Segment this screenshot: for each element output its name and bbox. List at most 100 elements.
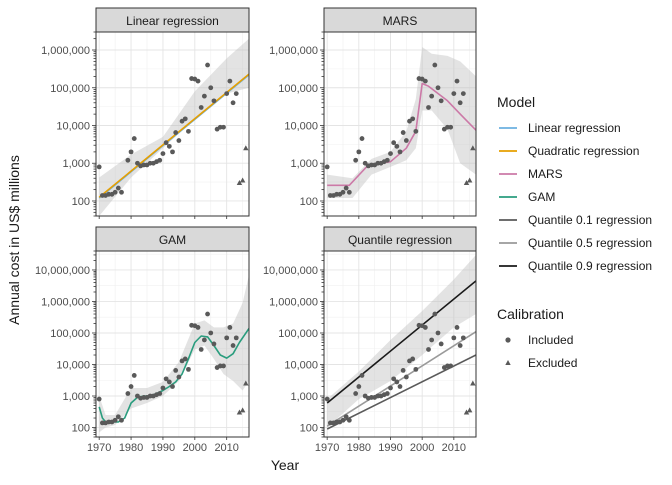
y-tick-label: 1,000 — [62, 158, 90, 170]
data-point-included — [451, 335, 457, 341]
data-point-included — [346, 189, 352, 195]
data-point-included — [173, 130, 179, 135]
legend-model-title: Model — [497, 94, 535, 110]
data-point-excluded — [466, 407, 473, 413]
facet-panel: Quantile regression 100 1,000 10,000 100,000… — [263, 226, 477, 454]
y-tick-label: 1,000,000 — [269, 296, 318, 308]
legend-key-circle — [505, 337, 511, 343]
facet-panel: Linear regression 100 1,000 10,000 100,000 1,… — [41, 7, 250, 219]
x-tick-label: 1970 — [87, 442, 111, 454]
data-point-included — [432, 62, 438, 68]
legend-label: MARS — [528, 167, 563, 181]
data-point-included — [454, 325, 460, 330]
data-point-included — [112, 189, 118, 195]
legend: Model Linear regression Quadratic regress… — [497, 94, 652, 370]
y-tick-label: 10,000 — [56, 359, 90, 371]
data-point-included — [356, 384, 362, 389]
legend-label: Excluded — [528, 356, 577, 370]
data-point-included — [343, 414, 349, 420]
data-point-included — [426, 105, 431, 110]
data-point-included — [119, 189, 124, 195]
legend-label: Quadratic regression — [528, 144, 639, 158]
data-point-included — [163, 140, 169, 146]
data-point-included — [166, 143, 172, 149]
data-point-included — [413, 366, 419, 372]
data-point-included — [233, 335, 239, 341]
plot-area — [96, 251, 249, 437]
plot-area — [96, 32, 249, 216]
data-point-included — [413, 128, 419, 134]
data-point-included — [340, 189, 346, 195]
facet-panel: GAM 100 1,000 10,000 100,000 1,000,000 10,000,… — [35, 226, 250, 454]
data-point-included — [227, 78, 233, 84]
y-tick-label: 10,000 — [56, 120, 90, 132]
data-point-included — [131, 373, 137, 378]
data-point-included — [397, 149, 403, 155]
facet-strip — [323, 226, 477, 252]
data-point-excluded — [470, 380, 476, 386]
y-tick-label: 100 — [72, 423, 90, 435]
data-point-included — [448, 124, 454, 130]
y-tick-label: 10,000,000 — [35, 265, 90, 277]
data-point-excluded — [243, 380, 249, 386]
data-point-included — [119, 417, 124, 423]
data-point-included — [451, 91, 457, 96]
facet-strip — [95, 7, 250, 33]
data-point-included — [460, 91, 466, 96]
facet-panels: Linear regression 100 1,000 10,000 100,000 1,… — [35, 7, 477, 454]
data-point-included — [115, 185, 121, 191]
y-tick-label: 100,000 — [50, 328, 90, 340]
x-tick-label: 2000 — [183, 442, 207, 454]
data-point-included — [438, 98, 444, 104]
y-tick-label: 1,000,000 — [41, 296, 90, 308]
data-point-included — [96, 164, 102, 170]
data-point-included — [400, 367, 406, 373]
panel-border — [95, 31, 250, 217]
data-point-included — [410, 116, 416, 122]
data-point-included — [208, 85, 214, 91]
data-point-included — [457, 100, 463, 106]
data-point-included — [221, 363, 226, 369]
data-point-included — [227, 325, 233, 330]
data-point-included — [135, 160, 140, 166]
data-point-included — [224, 335, 230, 341]
data-point-included — [157, 157, 163, 163]
series-line — [98, 327, 249, 423]
data-point-included — [224, 91, 230, 96]
data-point-included — [115, 414, 121, 420]
data-point-included — [353, 391, 359, 396]
data-point-included — [160, 385, 166, 391]
data-point-included — [211, 341, 217, 347]
data-point-included — [186, 366, 191, 372]
data-point-included — [438, 341, 444, 347]
data-point-included — [170, 384, 175, 389]
data-point-included — [186, 128, 191, 134]
data-point-included — [448, 363, 454, 369]
data-point-included — [397, 384, 403, 389]
data-point-included — [128, 149, 134, 155]
data-point-excluded — [243, 145, 249, 151]
data-point-included — [391, 376, 397, 382]
y-tick-label: 10,000,000 — [263, 265, 318, 277]
y-tick-label: 10,000 — [284, 359, 318, 371]
data-point-included — [131, 136, 137, 141]
series-line — [98, 73, 249, 198]
y-tick-label: 100,000 — [50, 83, 90, 95]
y-tick-label: 1,000,000 — [269, 45, 318, 57]
data-point-included — [166, 379, 172, 385]
y-tick-label: 100 — [72, 196, 90, 208]
plot-background — [96, 32, 249, 216]
data-point-included — [324, 164, 330, 170]
data-point-included — [221, 124, 226, 130]
facet-title: Quantile regression — [348, 233, 452, 247]
legend-model-items: Linear regression Quadratic regression MAR… — [499, 121, 652, 273]
data-point-included — [125, 157, 131, 163]
x-tick-label: 1970 — [315, 442, 339, 454]
y-tick-label: 100 — [300, 423, 318, 435]
data-point-included — [198, 105, 204, 110]
panel-border — [323, 250, 477, 438]
data-point-included — [170, 149, 175, 155]
x-axis-label: Year — [271, 457, 300, 473]
data-point-included — [422, 325, 428, 330]
